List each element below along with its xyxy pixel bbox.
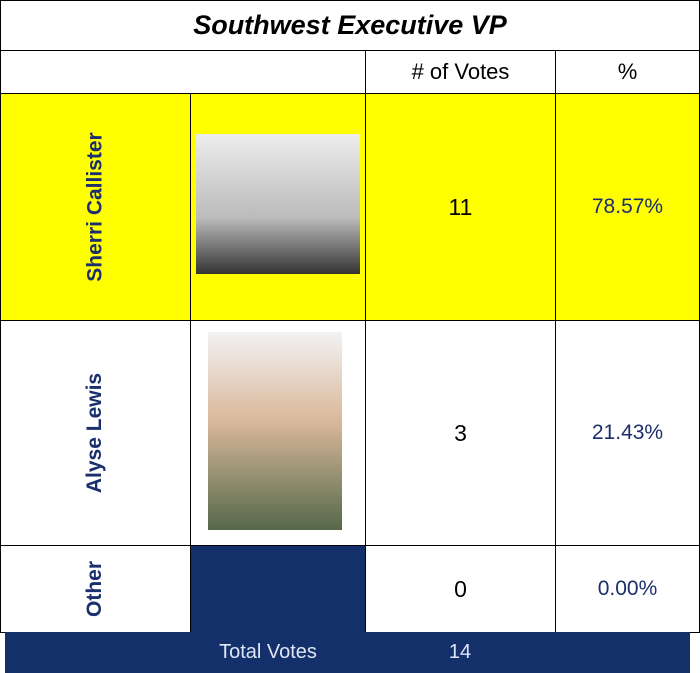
- vote-percent-text: 78.57%: [591, 195, 664, 218]
- vote-percent-text: 21.43%: [591, 421, 664, 444]
- vote-count: 11: [365, 93, 556, 321]
- footer-value: 14: [448, 641, 472, 663]
- vote-count-text: 3: [454, 419, 467, 446]
- vote-count-text: 0: [454, 575, 467, 602]
- footer-label: Total Votes: [219, 641, 317, 663]
- title-cell: Southwest Executive VP: [0, 0, 700, 51]
- vote-percent-text: 0.00%: [597, 577, 658, 600]
- vote-count-text: 11: [448, 193, 473, 220]
- photo: [196, 134, 360, 274]
- candidate-name: Alyse Lewis: [0, 320, 191, 546]
- header-blank: [0, 50, 366, 94]
- vote-percent: 78.57%: [555, 93, 700, 321]
- candidate-name-text: Alyse Lewis: [83, 372, 107, 494]
- header-cell: # of Votes: [365, 50, 556, 94]
- photo: [208, 332, 342, 530]
- photo-cell: [190, 320, 366, 546]
- photo-cell: [190, 545, 366, 633]
- candidate-name-text: Other: [83, 560, 107, 618]
- percent-heading: %: [617, 59, 638, 84]
- title: Southwest Executive VP: [193, 10, 507, 40]
- header-cell: %: [555, 50, 700, 94]
- candidate-name-text: Sherri Callister: [83, 132, 107, 282]
- vote-count: 0: [365, 545, 556, 633]
- vote-percent: 21.43%: [555, 320, 700, 546]
- votes-heading: # of Votes: [411, 59, 510, 84]
- vote-percent: 0.00%: [555, 545, 700, 633]
- vote-count: 3: [365, 320, 556, 546]
- candidate-name: Sherri Callister: [0, 93, 191, 321]
- photo-cell: [190, 93, 366, 321]
- candidate-name: Other: [0, 545, 191, 633]
- footer: Total Votes 14: [5, 632, 690, 673]
